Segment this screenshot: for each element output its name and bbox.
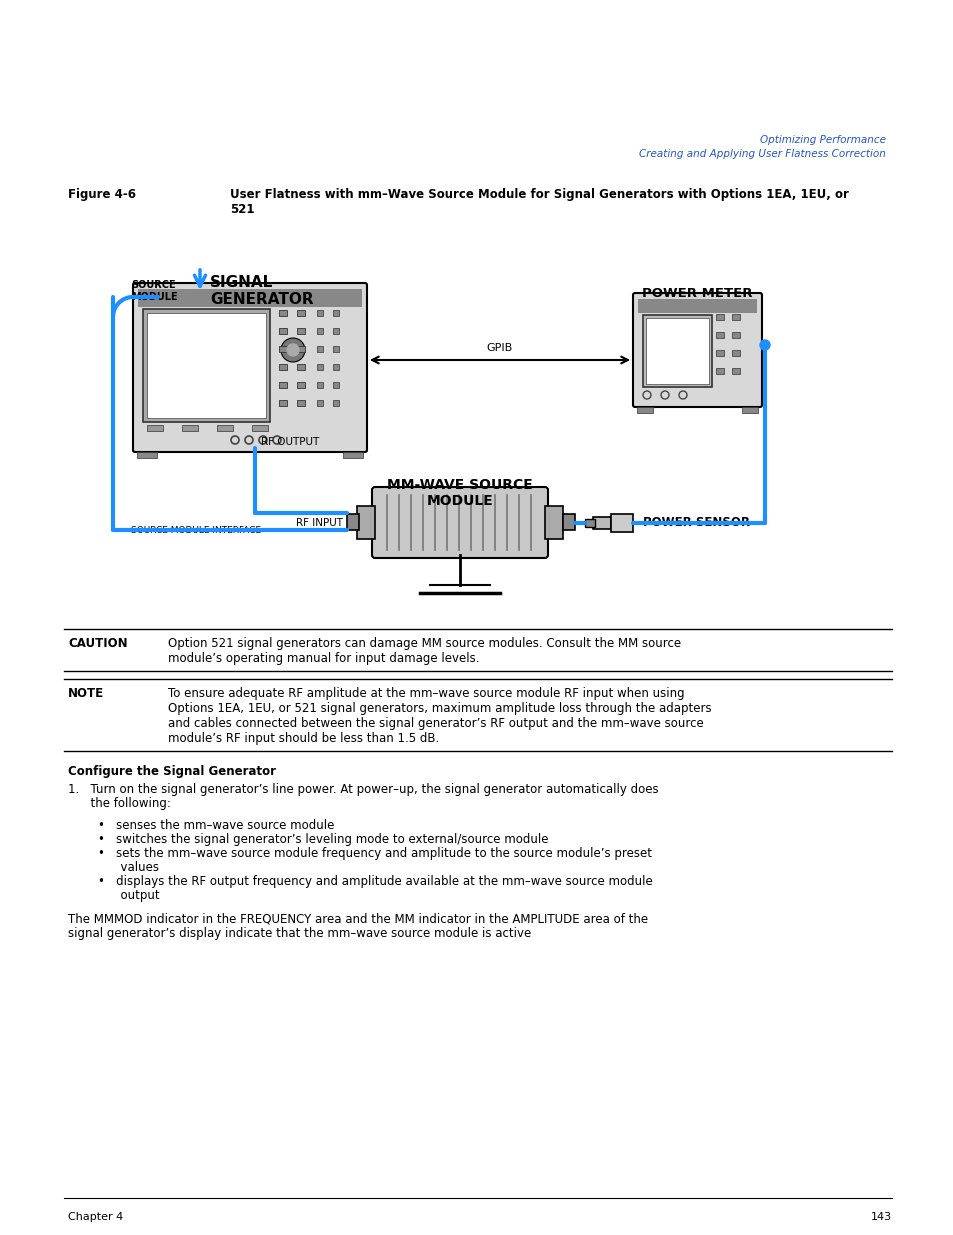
Text: POWER SENSOR: POWER SENSOR bbox=[642, 516, 749, 529]
Bar bbox=[642, 315, 711, 387]
Bar bbox=[316, 364, 323, 370]
Bar bbox=[278, 400, 287, 406]
Text: •   displays the RF output frequency and amplitude available at the mm–wave sour: • displays the RF output frequency and a… bbox=[98, 876, 652, 888]
Bar bbox=[584, 519, 595, 526]
Bar bbox=[296, 346, 305, 352]
Bar bbox=[316, 329, 323, 333]
Bar bbox=[741, 408, 758, 412]
Bar bbox=[278, 346, 287, 352]
Bar bbox=[562, 514, 575, 530]
Text: the following:: the following: bbox=[68, 797, 171, 810]
Text: NOTE: NOTE bbox=[68, 687, 104, 700]
Bar bbox=[333, 310, 338, 316]
Bar bbox=[147, 312, 266, 417]
Text: User Flatness with mm–Wave Source Module for Signal Generators with Options 1EA,: User Flatness with mm–Wave Source Module… bbox=[230, 188, 848, 201]
Text: values: values bbox=[98, 861, 159, 874]
Circle shape bbox=[760, 340, 769, 350]
Text: 521: 521 bbox=[230, 203, 254, 216]
Text: 143: 143 bbox=[870, 1212, 891, 1221]
Bar bbox=[316, 382, 323, 388]
Text: RF OUTPUT: RF OUTPUT bbox=[261, 437, 319, 447]
Bar bbox=[278, 329, 287, 333]
Bar bbox=[593, 516, 610, 529]
Bar bbox=[296, 329, 305, 333]
Bar bbox=[138, 289, 361, 308]
Bar bbox=[316, 400, 323, 406]
Bar bbox=[716, 332, 723, 338]
Bar bbox=[278, 310, 287, 316]
Bar bbox=[731, 314, 740, 320]
Text: signal generator’s display indicate that the mm–wave source module is active: signal generator’s display indicate that… bbox=[68, 927, 531, 940]
Text: •   switches the signal generator’s leveling mode to external/source module: • switches the signal generator’s leveli… bbox=[98, 832, 548, 846]
Text: Optimizing Performance: Optimizing Performance bbox=[760, 135, 885, 144]
Text: •   senses the mm–wave source module: • senses the mm–wave source module bbox=[98, 819, 334, 832]
Text: The MMMOD indicator in the FREQUENCY area and the MM indicator in the AMPLITUDE : The MMMOD indicator in the FREQUENCY are… bbox=[68, 913, 647, 926]
Bar bbox=[296, 400, 305, 406]
Bar bbox=[333, 364, 338, 370]
Bar bbox=[347, 514, 358, 530]
Bar bbox=[333, 400, 338, 406]
Bar bbox=[137, 452, 157, 458]
Bar bbox=[296, 310, 305, 316]
Text: Configure the Signal Generator: Configure the Signal Generator bbox=[68, 764, 275, 778]
Text: output: output bbox=[98, 889, 159, 902]
Bar bbox=[296, 382, 305, 388]
Circle shape bbox=[287, 345, 298, 356]
Bar bbox=[333, 329, 338, 333]
Text: Creating and Applying User Flatness Correction: Creating and Applying User Flatness Corr… bbox=[639, 149, 885, 159]
FancyBboxPatch shape bbox=[372, 487, 547, 558]
Text: CAUTION: CAUTION bbox=[68, 637, 128, 650]
Bar bbox=[278, 382, 287, 388]
Bar bbox=[716, 314, 723, 320]
Bar bbox=[638, 299, 757, 312]
Text: GPIB: GPIB bbox=[486, 343, 513, 353]
Bar bbox=[296, 364, 305, 370]
Text: 1.   Turn on the signal generator’s line power. At power–up, the signal generato: 1. Turn on the signal generator’s line p… bbox=[68, 783, 658, 797]
Bar bbox=[143, 309, 270, 422]
Bar bbox=[147, 425, 163, 431]
Bar bbox=[216, 425, 233, 431]
FancyBboxPatch shape bbox=[132, 283, 367, 452]
Text: SOURCE MODULE INTERFACE: SOURCE MODULE INTERFACE bbox=[131, 526, 261, 535]
Text: To ensure adequate RF amplitude at the mm–wave source module RF input when using: To ensure adequate RF amplitude at the m… bbox=[168, 687, 711, 745]
Text: RF INPUT: RF INPUT bbox=[295, 517, 343, 527]
Bar bbox=[316, 310, 323, 316]
Circle shape bbox=[281, 338, 305, 362]
FancyBboxPatch shape bbox=[633, 293, 761, 408]
Bar bbox=[356, 506, 375, 538]
Bar bbox=[731, 332, 740, 338]
Bar bbox=[716, 368, 723, 374]
Bar bbox=[637, 408, 652, 412]
Text: SOURCE
MODULE: SOURCE MODULE bbox=[131, 280, 177, 301]
Bar bbox=[278, 364, 287, 370]
Bar bbox=[343, 452, 363, 458]
Text: Option 521 signal generators can damage MM source modules. Consult the MM source: Option 521 signal generators can damage … bbox=[168, 637, 680, 664]
Text: SIGNAL
GENERATOR: SIGNAL GENERATOR bbox=[210, 275, 314, 308]
Bar bbox=[333, 346, 338, 352]
Bar bbox=[716, 350, 723, 356]
Bar bbox=[333, 382, 338, 388]
Bar bbox=[544, 506, 562, 538]
Bar bbox=[182, 425, 198, 431]
Bar bbox=[731, 368, 740, 374]
Bar bbox=[252, 425, 268, 431]
Text: Chapter 4: Chapter 4 bbox=[68, 1212, 123, 1221]
Text: POWER METER: POWER METER bbox=[641, 287, 752, 300]
Bar bbox=[610, 514, 633, 531]
Text: Figure 4-6: Figure 4-6 bbox=[68, 188, 136, 201]
Text: •   sets the mm–wave source module frequency and amplitude to the source module’: • sets the mm–wave source module frequen… bbox=[98, 847, 651, 860]
Bar bbox=[316, 346, 323, 352]
Text: MM-WAVE SOURCE
MODULE: MM-WAVE SOURCE MODULE bbox=[387, 478, 533, 508]
Bar bbox=[645, 317, 708, 384]
Bar bbox=[731, 350, 740, 356]
